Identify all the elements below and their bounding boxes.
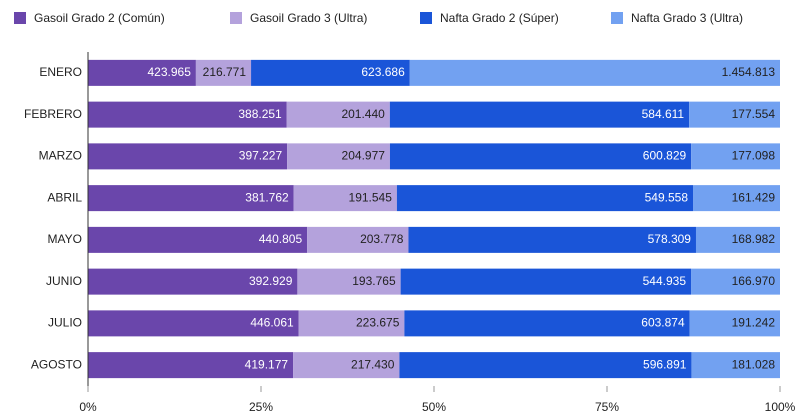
bar-segment [691, 268, 780, 295]
bar-segment [404, 310, 690, 337]
data-label: 217.430 [351, 357, 395, 371]
data-label: 191.242 [732, 316, 776, 330]
bar-segment [400, 268, 692, 295]
bar-segment [293, 352, 400, 379]
data-label: 549.558 [645, 190, 689, 204]
bar-segment [195, 59, 252, 86]
y-tick-label: ENERO [39, 65, 82, 79]
data-label: 388.251 [238, 107, 282, 121]
x-tick-label: 100% [765, 400, 796, 414]
legend-label: Gasoil Grado 2 (Común) [34, 11, 165, 25]
legend-swatch [14, 12, 26, 24]
data-label: 177.098 [732, 149, 776, 163]
y-tick-label: JULIO [48, 316, 82, 330]
legend-swatch [230, 12, 242, 24]
bar-segment [298, 310, 405, 337]
y-tick-label: FEBRERO [24, 107, 82, 121]
data-label: 440.805 [259, 232, 303, 246]
legend-label: Nafta Grado 2 (Súper) [440, 11, 559, 25]
bar-segment [691, 352, 780, 379]
legend-swatch [611, 12, 623, 24]
bar-segment [287, 143, 390, 170]
bar-segment [693, 185, 780, 212]
data-label: 603.874 [641, 316, 685, 330]
bar-segment [88, 352, 294, 379]
legend-label: Nafta Grado 3 (Ultra) [631, 11, 743, 25]
bar-segment [88, 59, 196, 86]
data-label: 392.929 [249, 274, 293, 288]
bar-segment [88, 101, 287, 128]
data-label: 191.545 [349, 190, 393, 204]
data-label: 600.829 [643, 149, 687, 163]
data-label: 584.611 [642, 107, 685, 121]
legend-label: Gasoil Grado 3 (Ultra) [250, 11, 367, 25]
bar-segment [399, 352, 692, 379]
bar-segment [88, 310, 299, 337]
data-label: 216.771 [203, 65, 247, 79]
data-label: 168.982 [732, 232, 776, 246]
y-tick-label: JUNIO [46, 274, 82, 288]
data-label: 161.429 [732, 190, 776, 204]
y-tick-label: MARZO [39, 149, 82, 163]
data-label: 193.765 [352, 274, 396, 288]
bar-segment [691, 143, 780, 170]
bar-segment [389, 101, 690, 128]
x-tick-label: 25% [249, 400, 273, 414]
y-tick-label: AGOSTO [31, 357, 82, 371]
data-label: 446.061 [250, 316, 294, 330]
bar-segment [293, 185, 397, 212]
data-label: 419.177 [245, 357, 289, 371]
data-label: 397.227 [239, 149, 283, 163]
x-tick-label: 0% [79, 400, 97, 414]
y-tick-label: MAYO [48, 232, 82, 246]
data-label: 1.454.813 [722, 65, 776, 79]
data-label: 203.778 [360, 232, 404, 246]
bar-segment [88, 185, 294, 212]
data-label: 423.965 [148, 65, 192, 79]
bar-segment [286, 101, 390, 128]
x-tick-label: 75% [595, 400, 619, 414]
legend-swatch [420, 12, 432, 24]
x-tick-label: 50% [422, 400, 446, 414]
bar-segment [88, 226, 308, 253]
bar-segment [307, 226, 409, 253]
bar-segment [396, 185, 694, 212]
bar-segment [409, 59, 780, 86]
bar-segment [689, 310, 780, 337]
data-label: 201.440 [341, 107, 385, 121]
data-label: 596.891 [643, 357, 687, 371]
data-label: 177.554 [732, 107, 776, 121]
bar-segment [689, 101, 780, 128]
data-label: 381.762 [245, 190, 289, 204]
bar-segment [389, 143, 692, 170]
data-label: 623.686 [361, 65, 405, 79]
data-label: 204.977 [342, 149, 386, 163]
bar-segment [297, 268, 401, 295]
y-tick-label: ABRIL [47, 190, 82, 204]
data-label: 578.309 [648, 232, 692, 246]
data-label: 544.935 [643, 274, 687, 288]
data-label: 181.028 [732, 357, 776, 371]
bar-segment [695, 226, 780, 253]
data-label: 223.675 [356, 316, 400, 330]
bar-segment [88, 268, 298, 295]
bar-segment [408, 226, 696, 253]
bar-segment [88, 143, 288, 170]
data-label: 166.970 [732, 274, 776, 288]
bar-segment [251, 59, 410, 86]
